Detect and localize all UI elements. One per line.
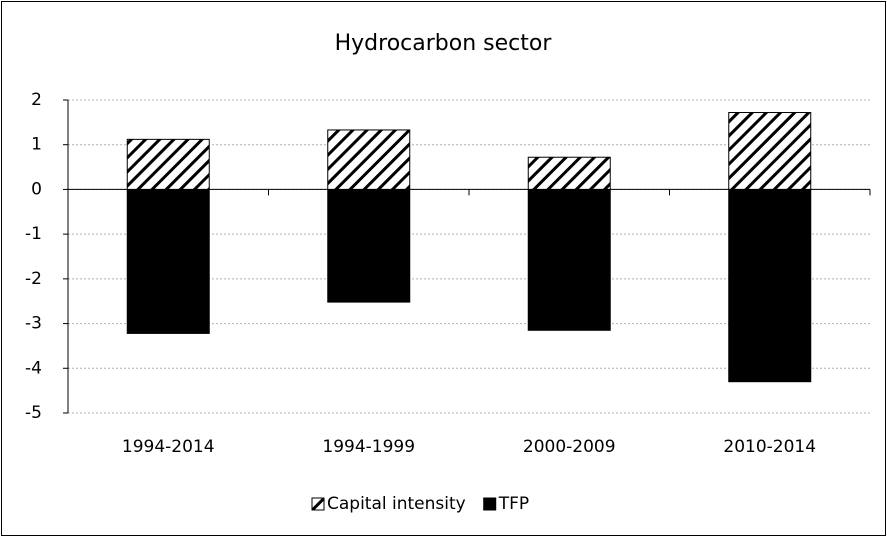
y-tick-label: -4 — [25, 358, 42, 378]
legend-label: Capital intensity — [327, 494, 466, 514]
bar — [728, 112, 812, 190]
x-tick-label: 2000-2009 — [523, 437, 616, 457]
legend-swatch — [483, 497, 497, 511]
legend-swatch — [311, 497, 325, 511]
bar — [527, 156, 611, 190]
x-tick-label: 1994-1999 — [322, 437, 415, 457]
legend-label: TFP — [498, 494, 529, 514]
bar — [527, 188, 611, 331]
bar — [327, 188, 411, 303]
chart-title: Hydrocarbon sector — [335, 31, 553, 56]
bar — [126, 138, 210, 190]
y-tick-label: -5 — [25, 403, 42, 423]
y-tick-label: 1 — [31, 135, 42, 155]
y-tick-label: -2 — [25, 269, 42, 289]
x-tick-label: 1994-2014 — [122, 437, 215, 457]
bar — [728, 188, 812, 383]
y-tick-label: 0 — [31, 179, 42, 199]
y-tick-label: 2 — [31, 90, 42, 110]
x-tick-label: 2010-2014 — [723, 437, 816, 457]
y-tick-label: -1 — [25, 224, 42, 244]
bar — [327, 129, 411, 190]
bar — [126, 188, 210, 334]
y-tick-label: -3 — [25, 314, 42, 334]
